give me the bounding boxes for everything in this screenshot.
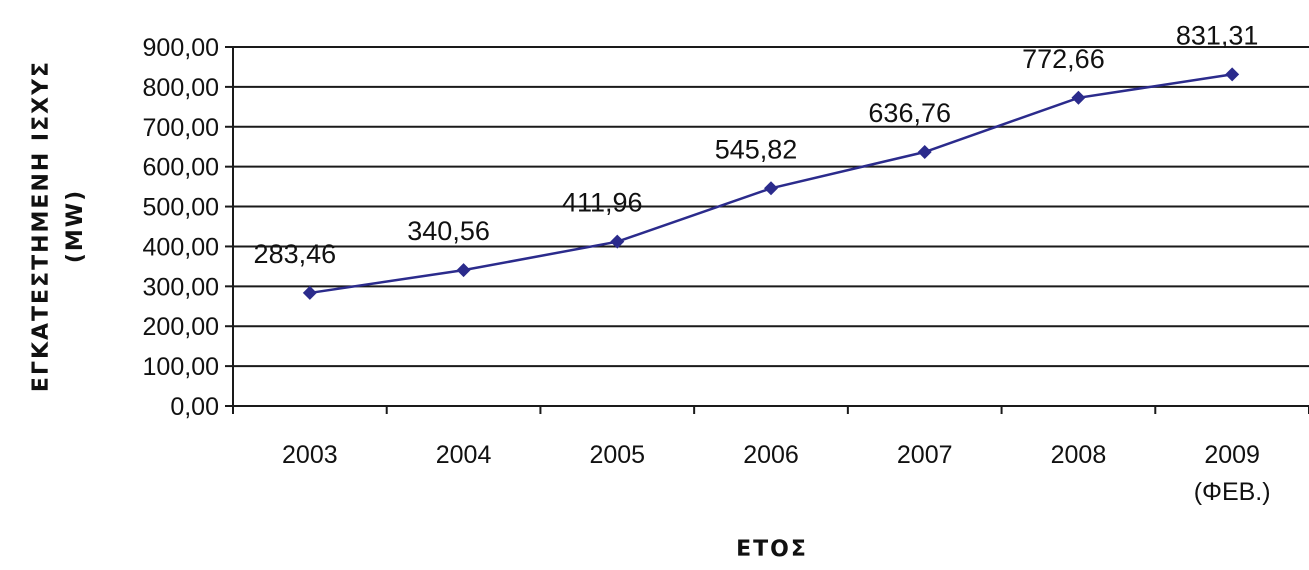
y-tick-label: 700,00 <box>143 114 219 142</box>
data-point-marker <box>764 181 778 196</box>
y-tick-label: 500,00 <box>143 194 219 222</box>
y-tick-label: 400,00 <box>143 233 219 261</box>
axes: 0,00 100,00 200,00 300,00 400,00 500,00 600,00… <box>143 34 1309 506</box>
y-tick-label: 600,00 <box>143 154 219 182</box>
x-axis-title: ΕΤΟΣ <box>736 537 808 562</box>
x-tick-label: 2004 <box>436 441 492 469</box>
data-point-marker <box>917 145 932 160</box>
data-label: 340,56 <box>407 216 490 246</box>
y-tick-label: 900,00 <box>143 34 219 62</box>
data-label: 831,31 <box>1176 20 1259 50</box>
x-tick-label: 2009 <box>1204 441 1260 469</box>
x-tick-label: 2007 <box>897 441 953 469</box>
data-point-marker <box>1071 90 1086 105</box>
data-point-marker <box>302 285 317 300</box>
data-label: 545,82 <box>715 134 798 164</box>
y-tick-label: 800,00 <box>143 74 219 102</box>
data-labels: 283,46 340,56 411,96 545,82 636,76 772,66 831,… <box>254 20 1259 269</box>
y-tick-label: 0,00 <box>170 393 219 421</box>
x-tick-label: 2003 <box>282 441 338 469</box>
y-axis-title-line2: (MW) <box>63 189 88 263</box>
data-label: 636,76 <box>868 98 951 128</box>
data-label: 283,46 <box>254 239 337 269</box>
y-axis-title-line1: ΕΓΚΑΤΕΣΤΗΜΕΝΗ ΙΣΧΥΣ <box>29 60 54 392</box>
y-tick-label: 200,00 <box>143 313 219 341</box>
data-point-marker <box>456 263 471 278</box>
x-tick-label: 2006 <box>743 441 799 469</box>
y-tick-label: 100,00 <box>143 353 219 381</box>
data-label: 411,96 <box>562 188 643 218</box>
y-tick-label: 300,00 <box>143 273 219 301</box>
data-point-marker <box>610 234 625 249</box>
data-label: 772,66 <box>1022 44 1105 74</box>
x-tick-label: 2008 <box>1051 441 1107 469</box>
data-point-marker <box>1225 67 1240 82</box>
gridlines <box>233 46 1309 368</box>
series-layer <box>302 67 1240 300</box>
x-tick-label: 2005 <box>589 441 645 469</box>
x-tick-sublabel: (ΦΕΒ.) <box>1194 478 1271 506</box>
